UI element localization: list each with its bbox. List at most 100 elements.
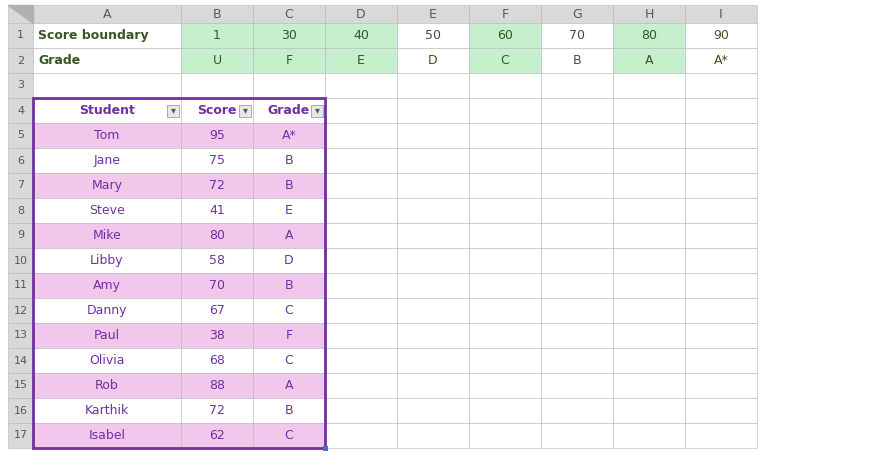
Bar <box>181 48 253 73</box>
Text: E: E <box>357 54 365 67</box>
Text: 68: 68 <box>209 354 225 367</box>
Bar <box>181 398 253 423</box>
Bar <box>397 248 469 273</box>
Bar <box>541 423 613 448</box>
Bar <box>613 348 685 373</box>
Text: D: D <box>357 8 366 20</box>
Bar <box>397 348 469 373</box>
Text: 88: 88 <box>209 379 225 392</box>
Bar <box>541 173 613 198</box>
Bar <box>181 273 253 298</box>
Bar <box>685 5 757 23</box>
Bar <box>469 5 541 23</box>
Bar <box>685 373 757 398</box>
Bar <box>325 98 397 123</box>
Bar <box>33 223 181 248</box>
Bar <box>33 173 181 198</box>
Bar <box>253 48 325 73</box>
Text: 16: 16 <box>13 406 27 416</box>
Bar <box>685 298 757 323</box>
Bar <box>685 273 757 298</box>
Bar <box>181 423 253 448</box>
Bar <box>397 148 469 173</box>
Bar <box>8 373 33 398</box>
Bar <box>541 298 613 323</box>
Bar <box>33 5 181 23</box>
Text: Score: Score <box>198 104 237 117</box>
Text: Isabel: Isabel <box>88 429 126 442</box>
Bar <box>33 48 181 73</box>
Bar <box>253 123 325 148</box>
Bar <box>33 123 181 148</box>
Text: 4: 4 <box>17 105 24 115</box>
Bar <box>253 348 325 373</box>
Text: E: E <box>429 8 437 20</box>
Text: U: U <box>212 54 222 67</box>
Bar <box>541 73 613 98</box>
Bar <box>397 73 469 98</box>
Bar <box>325 348 397 373</box>
Bar <box>469 98 541 123</box>
Bar <box>8 98 33 123</box>
Text: Rob: Rob <box>95 379 119 392</box>
Text: 17: 17 <box>13 430 28 440</box>
Text: 75: 75 <box>209 154 225 167</box>
Bar <box>541 373 613 398</box>
Text: 8: 8 <box>17 206 24 216</box>
Text: A*: A* <box>281 129 296 142</box>
Text: 11: 11 <box>13 281 27 291</box>
Text: 67: 67 <box>209 304 225 317</box>
Bar <box>181 298 253 323</box>
Bar <box>469 398 541 423</box>
Text: Tom: Tom <box>94 129 120 142</box>
Text: B: B <box>285 154 294 167</box>
Text: 30: 30 <box>281 29 297 42</box>
Bar <box>8 198 33 223</box>
Bar <box>33 148 181 173</box>
Bar <box>469 323 541 348</box>
Text: 3: 3 <box>17 80 24 91</box>
Bar <box>253 198 325 223</box>
Bar <box>325 298 397 323</box>
Bar <box>33 323 181 348</box>
Bar <box>613 173 685 198</box>
Bar <box>325 173 397 198</box>
Bar <box>541 323 613 348</box>
Text: A*: A* <box>714 54 728 67</box>
Bar <box>33 23 181 48</box>
Bar <box>685 148 757 173</box>
Text: 9: 9 <box>17 230 24 240</box>
Text: 60: 60 <box>497 29 513 42</box>
Text: ▾: ▾ <box>315 105 319 115</box>
Bar <box>541 348 613 373</box>
Text: B: B <box>285 179 294 192</box>
Bar <box>541 198 613 223</box>
Bar <box>685 123 757 148</box>
Bar <box>613 98 685 123</box>
Text: 41: 41 <box>209 204 225 217</box>
Text: 50: 50 <box>425 29 441 42</box>
Bar <box>311 104 323 116</box>
Text: F: F <box>286 54 293 67</box>
Text: 95: 95 <box>209 129 225 142</box>
Bar <box>469 298 541 323</box>
Text: A: A <box>285 229 294 242</box>
Bar <box>253 248 325 273</box>
Bar <box>469 423 541 448</box>
Text: 58: 58 <box>209 254 225 267</box>
Bar <box>33 248 181 273</box>
Bar <box>325 398 397 423</box>
Bar <box>325 198 397 223</box>
Text: 70: 70 <box>569 29 585 42</box>
Bar <box>685 323 757 348</box>
Bar <box>8 23 33 48</box>
Bar <box>469 23 541 48</box>
Bar <box>325 373 397 398</box>
Bar <box>239 104 251 116</box>
Bar <box>253 148 325 173</box>
Text: 6: 6 <box>17 155 24 165</box>
Bar <box>33 373 181 398</box>
Bar <box>397 223 469 248</box>
Bar <box>181 198 253 223</box>
Bar <box>613 123 685 148</box>
